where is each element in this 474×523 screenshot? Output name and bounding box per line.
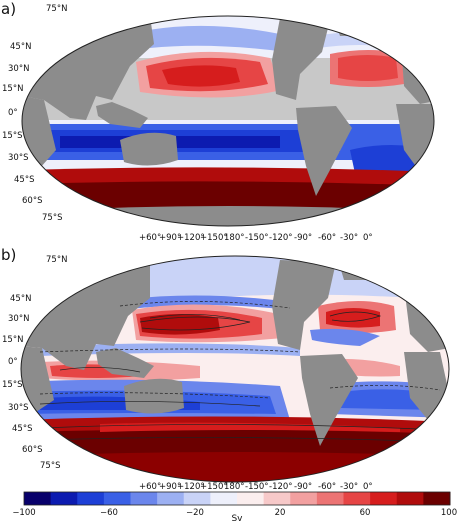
- lat-label: 30°N: [8, 314, 29, 324]
- colorbar-unit-label: Sv: [231, 514, 243, 523]
- lon-label: -90°: [294, 482, 312, 492]
- lat-label: 30°S: [8, 153, 28, 163]
- colorbar-segment: [316, 492, 344, 505]
- lat-label: 75°S: [40, 461, 60, 471]
- lon-label: +120°: [177, 482, 205, 492]
- lat-label: 60°S: [22, 445, 42, 455]
- colorbar-tick-label: −100: [12, 508, 35, 518]
- lon-label: +150°: [200, 482, 228, 492]
- colorbar-segment: [24, 492, 52, 505]
- lon-label: -120°: [269, 233, 293, 243]
- colorbar: [24, 492, 451, 505]
- lon-label: 180°: [224, 482, 244, 492]
- lat-label: 15°S: [2, 380, 22, 390]
- lat-label: 0°: [8, 357, 18, 367]
- lon-label: 180°: [224, 233, 244, 243]
- map-panel-a: [22, 16, 434, 226]
- lon-label: +60°: [139, 482, 161, 492]
- colorbar-segment: [290, 492, 318, 505]
- colorbar-segment: [370, 492, 398, 505]
- colorbar-segment: [263, 492, 291, 505]
- lon-label: +60°: [139, 233, 161, 243]
- lon-label: -90°: [294, 233, 312, 243]
- lat-label: 75°N: [46, 4, 67, 14]
- lon-label: -30°: [340, 233, 358, 243]
- colorbar-segment: [423, 492, 451, 505]
- lat-label: 15°N: [2, 335, 23, 345]
- panel-a-label: a): [1, 0, 17, 18]
- colorbar-segment: [50, 492, 78, 505]
- lon-label: +90°: [159, 233, 181, 243]
- panel-b-label: b): [1, 246, 17, 264]
- lat-label: 45°N: [10, 294, 31, 304]
- colorbar-segment: [77, 492, 105, 505]
- lon-label: +150°: [200, 233, 228, 243]
- lat-label: 60°S: [22, 196, 42, 206]
- colorbar-segment: [237, 492, 265, 505]
- colorbar-tick-label: 20: [275, 508, 286, 518]
- colorbar-segment: [157, 492, 185, 505]
- lon-label: 0°: [363, 482, 373, 492]
- colorbar-tick-label: −60: [100, 508, 118, 518]
- colorbar-segment: [210, 492, 238, 505]
- lat-label: 0°: [8, 108, 18, 118]
- lon-label: -60°: [318, 233, 336, 243]
- lat-label: 30°N: [8, 64, 29, 74]
- lat-label: 45°S: [12, 424, 32, 434]
- lat-label: 30°S: [8, 403, 28, 413]
- lon-label: -150°: [245, 233, 269, 243]
- lat-label: 15°S: [2, 131, 22, 141]
- lon-label: -150°: [245, 482, 269, 492]
- lon-label: +120°: [177, 233, 205, 243]
- lon-label: -30°: [340, 482, 358, 492]
- lat-label: 45°N: [10, 42, 31, 52]
- colorbar-segment: [103, 492, 131, 505]
- colorbar-tick-label: −20: [186, 508, 204, 518]
- lat-label: 75°S: [42, 213, 62, 223]
- colorbar-segment: [396, 492, 424, 505]
- lon-label: -120°: [269, 482, 293, 492]
- map-outline-a: [21, 15, 435, 227]
- colorbar-tick-label: 60: [360, 508, 371, 518]
- colorbar-frame: [23, 491, 451, 506]
- lon-label: -60°: [318, 482, 336, 492]
- colorbar-segment: [183, 492, 211, 505]
- lon-label: +90°: [159, 482, 181, 492]
- map-outline-b: [20, 255, 450, 483]
- map-panel-b: [21, 256, 449, 482]
- lat-label: 75°N: [46, 255, 67, 265]
- lon-label: 0°: [363, 233, 373, 243]
- lat-label: 45°S: [14, 175, 34, 185]
- colorbar-segment: [343, 492, 371, 505]
- lat-label: 15°N: [2, 84, 23, 94]
- colorbar-segment: [130, 492, 158, 505]
- colorbar-tick-label: 100: [441, 508, 457, 518]
